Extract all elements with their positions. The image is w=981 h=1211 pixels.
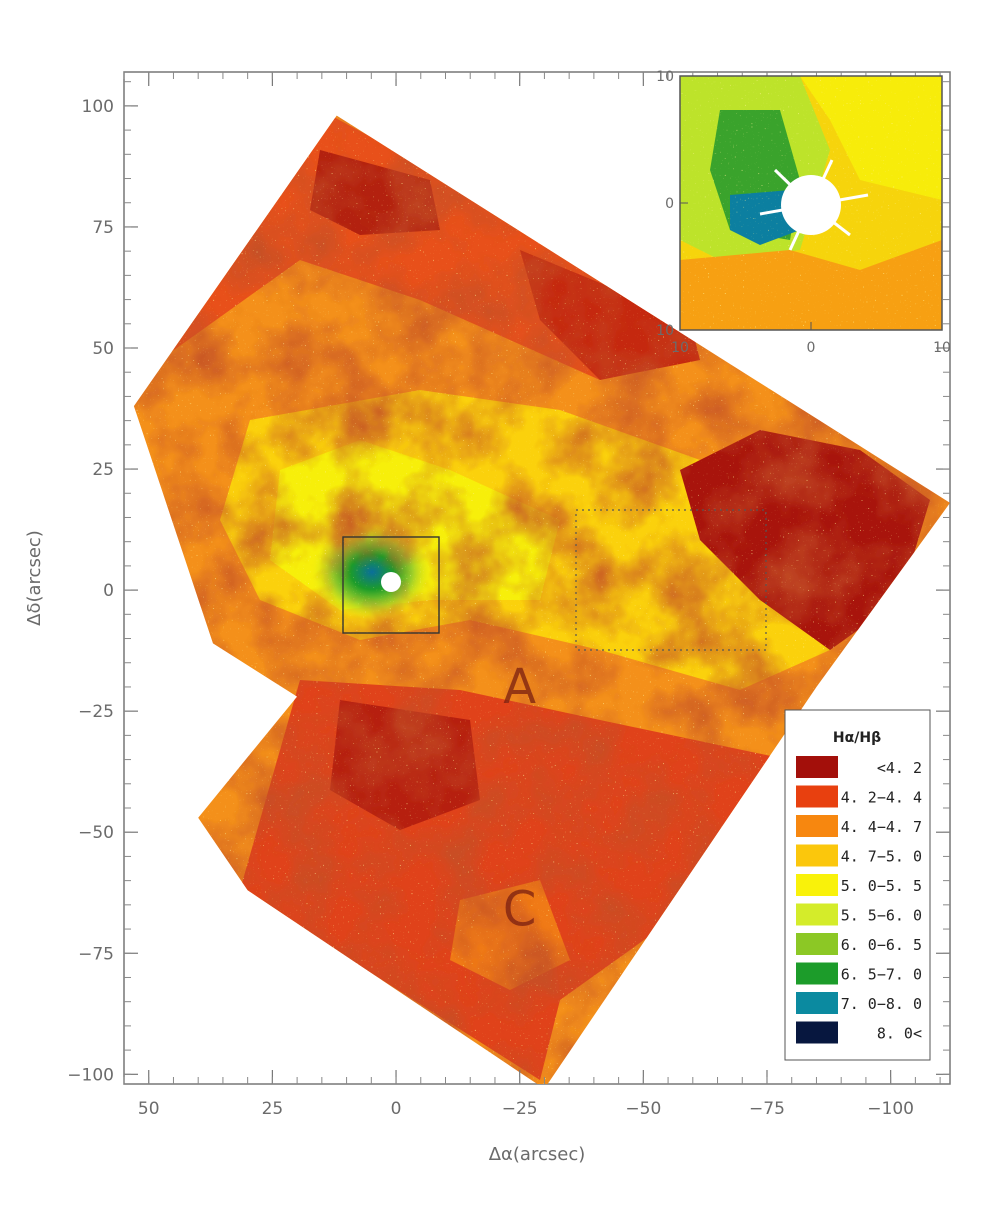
legend-swatch (796, 962, 838, 985)
legend-swatch (796, 815, 838, 837)
legend-title: Hα/Hβ (833, 730, 881, 746)
inset-spikes (759, 159, 869, 251)
legend-label: 5. 0−5. 5 (841, 877, 922, 895)
inset-x-tick-label: 10 (671, 340, 689, 356)
legend-label: 6. 0−6. 5 (841, 936, 922, 954)
x-tick-label: 0 (391, 1099, 402, 1119)
y-tick-label: 0 (103, 581, 114, 601)
legend: Hα/Hβ <4. 2 4. 2−4. 4 4. 4−4. 7 4. 7−5. 0 5.… (784, 709, 931, 1061)
legend-swatch (796, 933, 838, 955)
region-label-a: A (503, 659, 536, 715)
inset-y-tick-label: 0 (665, 196, 674, 212)
legend-label: 4. 7−5. 0 (841, 848, 922, 866)
y-axis-title: Δδ(arcsec) (24, 530, 45, 626)
legend-swatch (796, 756, 838, 778)
x-axis-title: Δα(arcsec) (489, 1144, 586, 1165)
inset-x-tick-label: 10 (933, 340, 951, 356)
legend-label: 5. 5−6. 0 (841, 907, 922, 925)
nucleus-mask (381, 572, 401, 592)
nucleus-box (342, 536, 440, 634)
legend-swatch (796, 903, 838, 926)
x-tick-label: −50 (625, 1099, 661, 1119)
y-tick-label: 50 (92, 339, 114, 359)
y-tick-label: −50 (78, 823, 114, 843)
legend-label: 4. 4−4. 7 (841, 818, 922, 836)
legend-items: <4. 2 4. 2−4. 4 4. 4−4. 7 4. 7−5. 0 5. 0−5. … (796, 756, 922, 1044)
inset-x-tick-label: 0 (807, 340, 816, 356)
plot-frame (123, 71, 951, 1085)
x-tick-label: −25 (502, 1099, 538, 1119)
legend-label: 4. 2−4. 4 (841, 789, 922, 807)
x-axis: 50 25 0 −25 −50 −75 −100 (123, 72, 941, 1119)
x-tick-label: 25 (262, 1099, 284, 1119)
x-tick-label: −100 (867, 1099, 914, 1119)
legend-swatch (796, 992, 838, 1014)
y-tick-label: −25 (78, 702, 114, 722)
y-tick-label: −100 (67, 1065, 114, 1085)
y-tick-label: 75 (92, 218, 114, 238)
legend-swatch (796, 1021, 838, 1044)
legend-label: 7. 0−8. 0 (841, 995, 922, 1013)
inset-y-tick-label: 10 (656, 69, 674, 85)
x-tick-label: 50 (138, 1099, 160, 1119)
legend-swatch (796, 874, 838, 896)
region-label-c: C (503, 882, 537, 938)
y-tick-label: 100 (82, 97, 114, 117)
dotted-box (575, 509, 767, 651)
legend-label: <4. 2 (877, 759, 922, 777)
y-tick-label: −75 (78, 944, 114, 964)
y-tick-label: 25 (92, 460, 114, 480)
legend-swatch (796, 785, 838, 808)
legend-label: 6. 5−7. 0 (841, 966, 922, 984)
inset-y-tick-label: 10 (656, 323, 674, 339)
x-tick-label: −75 (749, 1099, 785, 1119)
legend-label: 8. 0< (877, 1025, 922, 1043)
legend-swatch (796, 844, 838, 867)
